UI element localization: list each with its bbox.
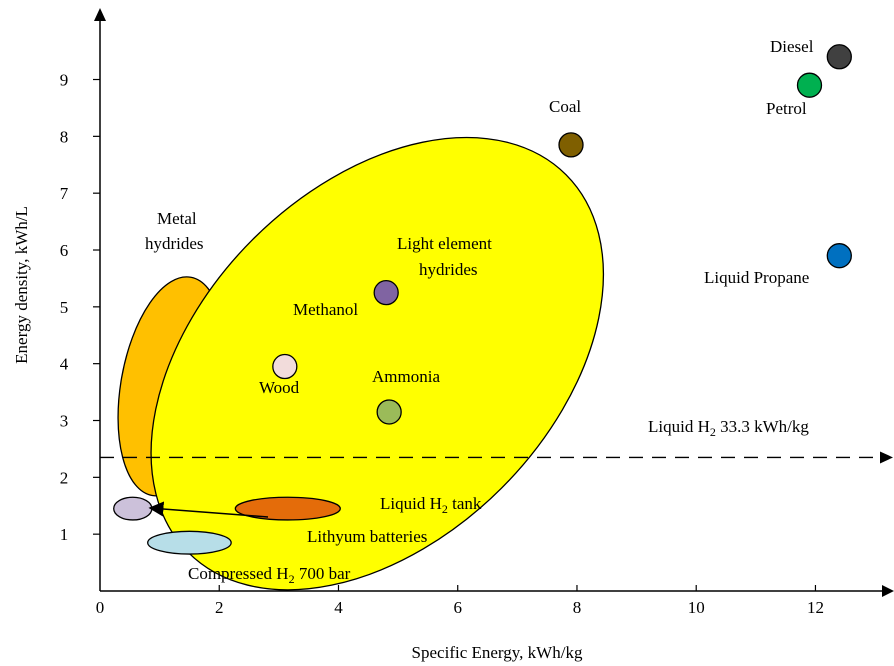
label-compressed-h2: Compressed H2 700 bar <box>188 564 351 586</box>
label-metal-hydrides-line1: Metal <box>157 209 197 228</box>
label-wood: Wood <box>259 378 300 397</box>
label-liquid-h2-tank: Liquid H2 tank <box>380 494 482 516</box>
reference-line-layer <box>100 451 893 464</box>
y-tick-label: 8 <box>60 127 69 146</box>
point-methanol <box>373 279 399 306</box>
y-tick-label: 7 <box>60 184 69 203</box>
x-tick-label: 6 <box>453 598 462 617</box>
point-liquid-propane <box>826 243 852 269</box>
label-liquid-h2-line: Liquid H2 33.3 kWh/kg <box>648 417 809 439</box>
point-wood <box>272 353 298 380</box>
label-ammonia: Ammonia <box>372 367 440 386</box>
label-metal-hydrides-line2: hydrides <box>145 234 204 253</box>
x-axis-title: Specific Energy, kWh/kg <box>412 643 583 662</box>
regions-layer <box>113 136 605 591</box>
label-liquid-propane: Liquid Propane <box>704 268 809 287</box>
y-axis-title: Energy density, kWh/L <box>12 206 31 364</box>
point-diesel <box>826 44 852 70</box>
x-tick-label: 4 <box>334 598 343 617</box>
y-tick-label: 6 <box>60 241 69 260</box>
x-tick-label: 8 <box>573 598 582 617</box>
point-coal <box>558 132 584 158</box>
label-light-element-line2: hydrides <box>419 260 478 279</box>
label-methanol: Methanol <box>293 300 358 319</box>
y-tick-label: 9 <box>60 71 69 90</box>
point-petrol <box>796 72 823 98</box>
label-light-element-line1: Light element <box>397 234 492 253</box>
x-axis-arrowhead <box>882 585 894 597</box>
label-lithyum-batteries: Lithyum batteries <box>307 527 427 546</box>
y-tick-label: 2 <box>60 468 69 487</box>
label-petrol: Petrol <box>766 99 807 118</box>
region-liquid-h2-tank <box>234 496 341 521</box>
y-tick-label: 3 <box>60 412 69 431</box>
points-layer <box>272 44 852 425</box>
label-coal: Coal <box>549 97 581 116</box>
lithyum-pointer-arrow <box>148 501 269 518</box>
y-tick-label: 1 <box>60 525 69 544</box>
point-ammonia <box>376 399 402 425</box>
y-tick-label: 5 <box>60 298 69 317</box>
region-compressed-h2-700-bar <box>147 530 232 555</box>
y-tick-label: 4 <box>60 355 69 374</box>
x-tick-label: 0 <box>96 598 105 617</box>
region-lithyum-batteries <box>113 496 153 521</box>
y-axis-arrowhead <box>94 8 106 21</box>
label-diesel: Diesel <box>770 37 814 56</box>
reference-line-arrowhead <box>880 451 893 464</box>
x-tick-label: 10 <box>688 598 705 617</box>
x-tick-label: 2 <box>215 598 224 617</box>
x-tick-label: 12 <box>807 598 824 617</box>
